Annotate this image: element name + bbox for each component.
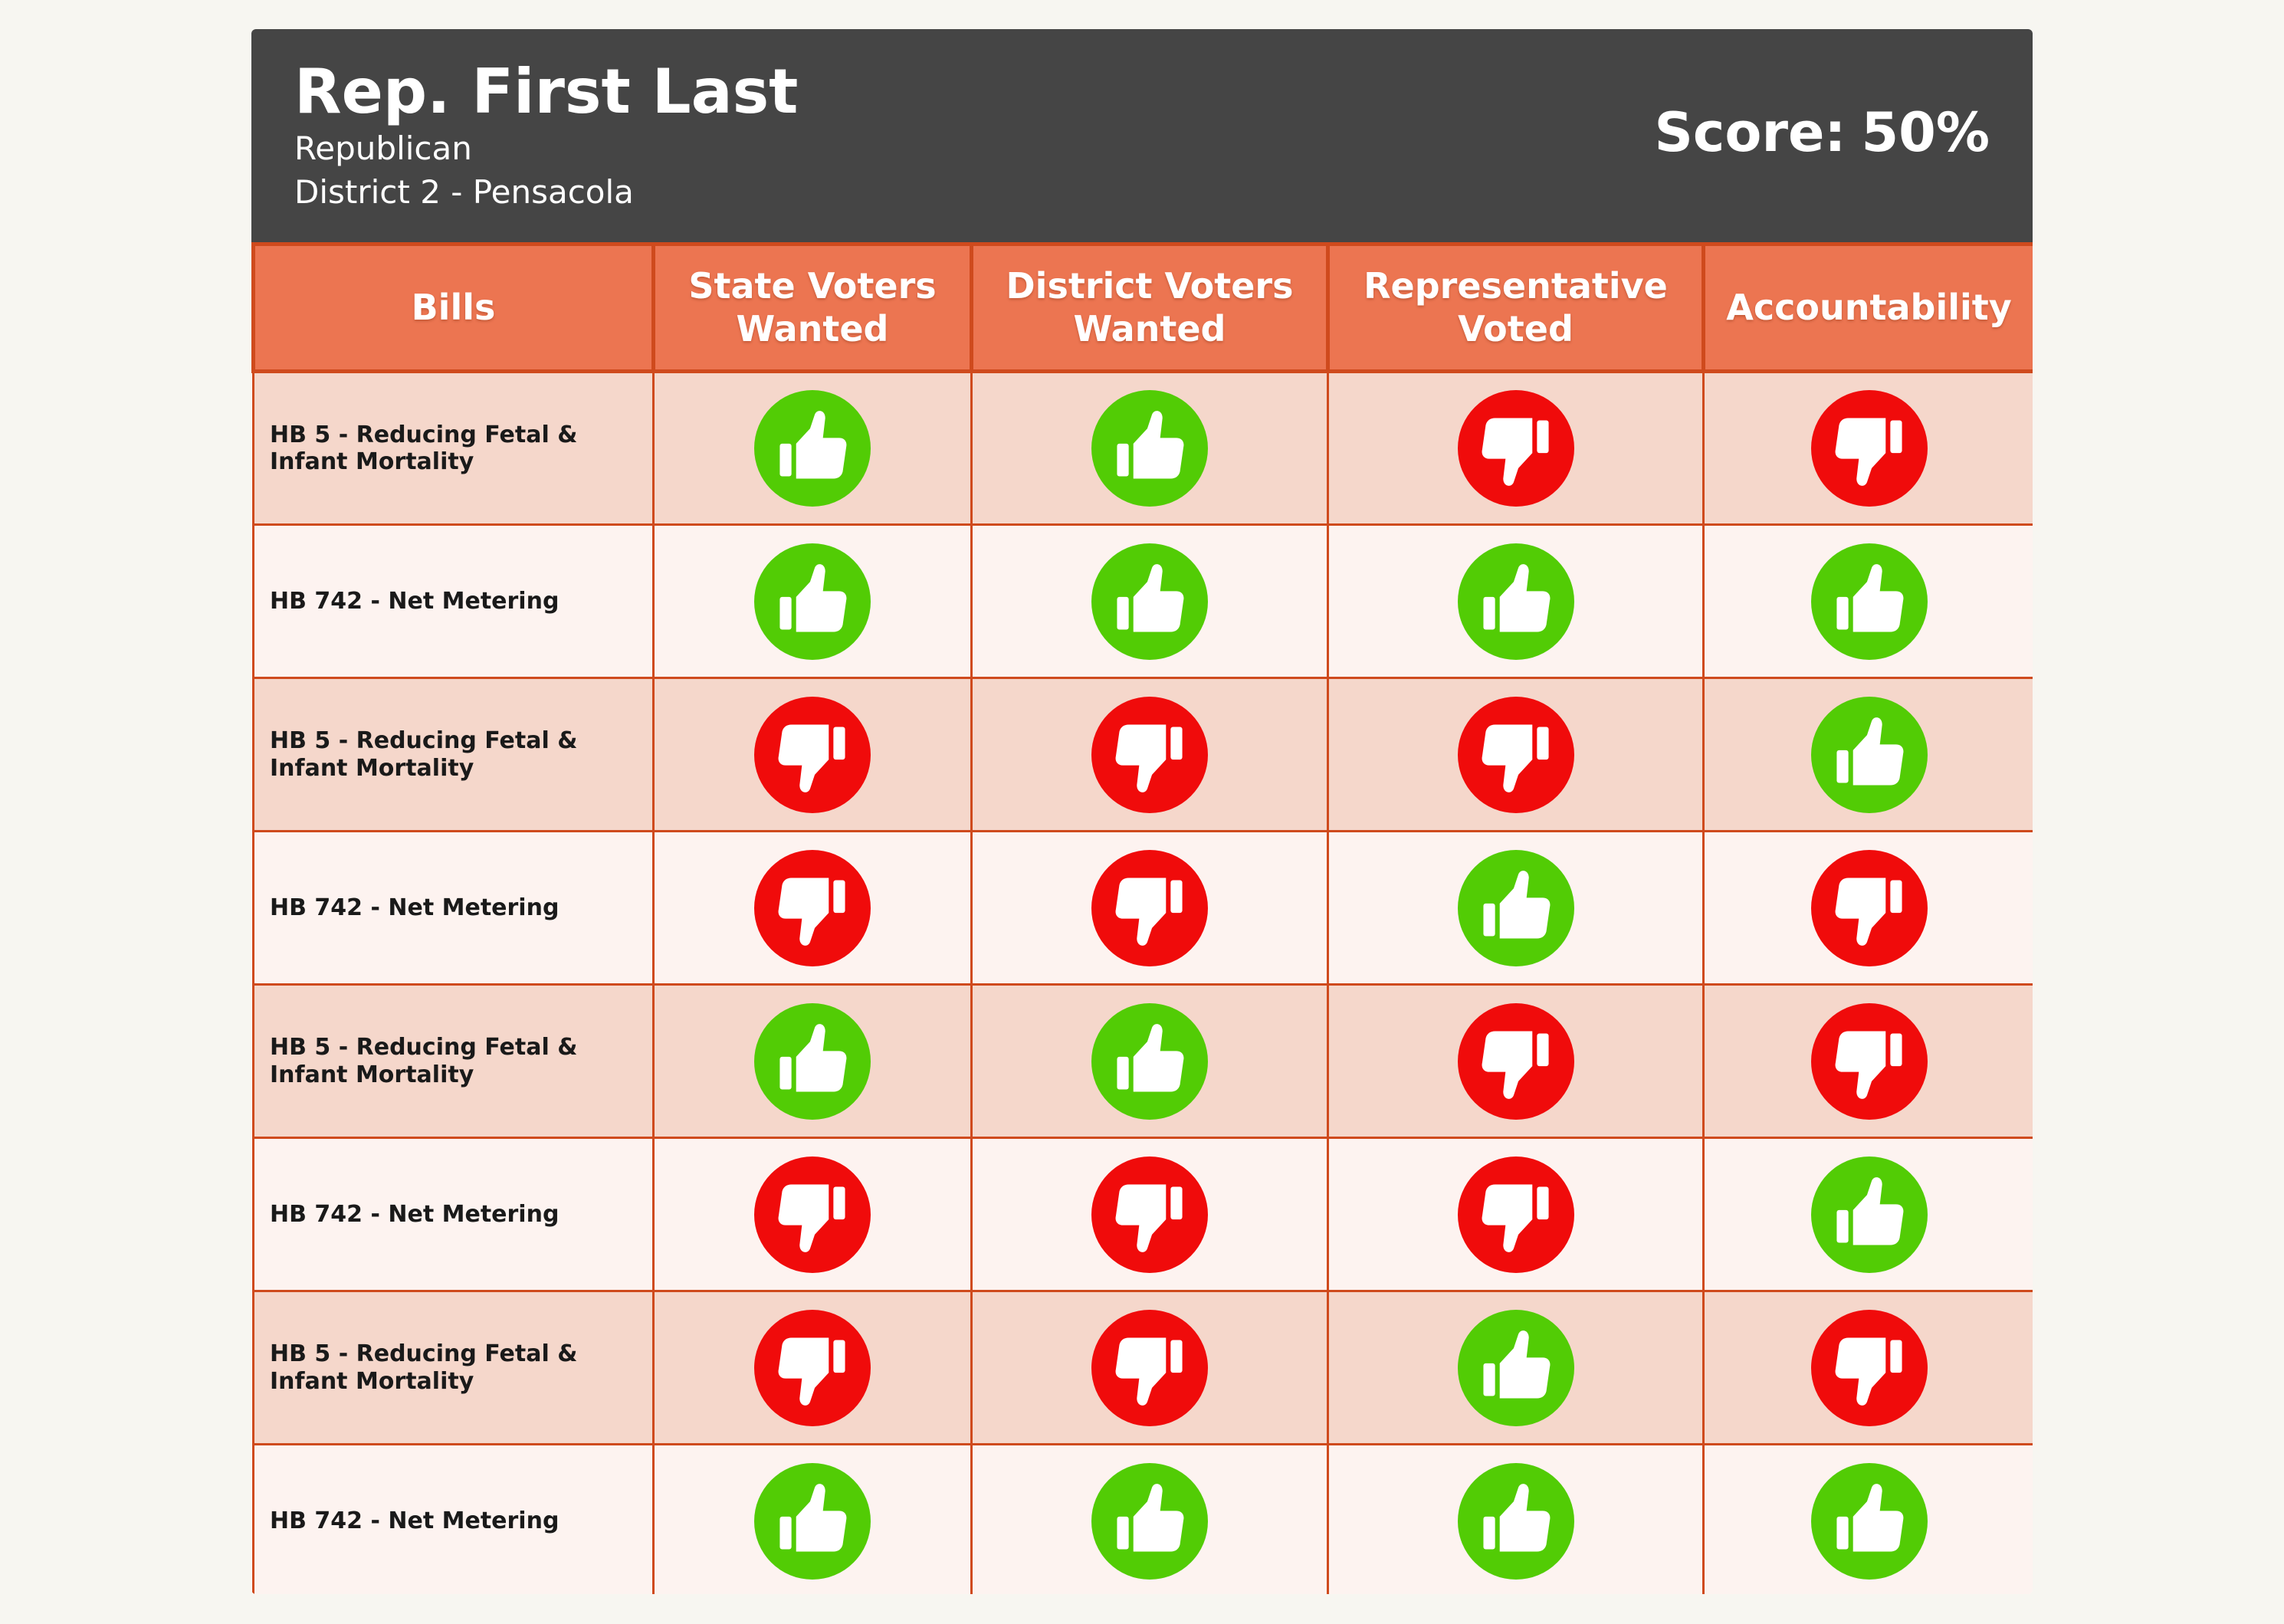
thumbs-down-icon — [1810, 390, 1928, 507]
district-voters-cell — [970, 1290, 1329, 1445]
column-header-row: Bills State Voters Wanted District Voter… — [251, 242, 2033, 373]
representative-voted-cell — [1327, 1290, 1705, 1445]
thumbs-up-icon — [1457, 543, 1574, 660]
bill-name: HB 5 - Reducing Fetal & Infant Mortality — [252, 370, 655, 526]
table-row: HB 5 - Reducing Fetal & Infant Mortality — [252, 983, 2033, 1139]
thumbs-down-icon — [754, 1156, 871, 1273]
accountability-cell — [1702, 983, 2033, 1139]
state-voters-cell — [652, 1290, 973, 1445]
district-voters-cell — [970, 677, 1329, 832]
column-header-bills: Bills — [251, 242, 655, 373]
scorecard: Rep. First Last Republican District 2 - … — [251, 29, 2033, 1594]
table-row: HB 742 - Net Metering — [252, 1137, 2033, 1292]
column-header-state-voters: State Voters Wanted — [651, 242, 973, 373]
bill-name: HB 5 - Reducing Fetal & Infant Mortality — [252, 1290, 655, 1445]
thumbs-up-icon — [754, 390, 871, 507]
thumbs-up-icon — [1091, 1462, 1208, 1580]
thumbs-up-icon — [754, 1002, 871, 1120]
district-voters-cell — [970, 523, 1329, 679]
thumbs-up-icon — [754, 1462, 871, 1580]
thumbs-down-icon — [754, 849, 871, 966]
state-voters-cell — [652, 370, 973, 526]
state-voters-cell — [652, 523, 973, 679]
accountability-cell — [1702, 1443, 2033, 1594]
thumbs-down-icon — [1810, 1309, 1928, 1426]
thumbs-down-icon — [1810, 849, 1928, 966]
state-voters-cell — [652, 677, 973, 832]
accountability-cell — [1702, 1137, 2033, 1292]
bill-name: HB 5 - Reducing Fetal & Infant Mortality — [252, 677, 655, 832]
bill-name: HB 742 - Net Metering — [252, 1137, 655, 1292]
representative-voted-cell — [1327, 1137, 1705, 1292]
accountability-cell — [1702, 370, 2033, 526]
accountability-cell — [1702, 523, 2033, 679]
district-voters-cell — [970, 830, 1329, 986]
bill-name: HB 742 - Net Metering — [252, 830, 655, 986]
table-row: HB 742 - Net Metering — [252, 1443, 2033, 1594]
representative-voted-cell — [1327, 830, 1705, 986]
thumbs-down-icon — [754, 696, 871, 813]
thumbs-up-icon — [1457, 1462, 1574, 1580]
accountability-cell — [1702, 1290, 2033, 1445]
thumbs-down-icon — [1810, 1002, 1928, 1120]
score-value: 50% — [1861, 101, 1990, 164]
thumbs-up-icon — [1457, 849, 1574, 966]
state-voters-cell — [652, 830, 973, 986]
thumbs-down-icon — [1457, 696, 1574, 813]
state-voters-cell — [652, 1443, 973, 1594]
thumbs-up-icon — [1091, 543, 1208, 660]
district-voters-cell — [970, 1443, 1329, 1594]
votes-table: Bills State Voters Wanted District Voter… — [251, 242, 2033, 1594]
thumbs-down-icon — [1091, 1156, 1208, 1273]
thumbs-up-icon — [1810, 543, 1928, 660]
bill-name: HB 742 - Net Metering — [252, 1443, 655, 1594]
district-voters-cell — [970, 370, 1329, 526]
scorecard-header: Rep. First Last Republican District 2 - … — [251, 29, 2033, 242]
table-body: HB 5 - Reducing Fetal & Infant Mortality… — [252, 370, 2033, 1594]
thumbs-down-icon — [1091, 1309, 1208, 1426]
table-row: HB 5 - Reducing Fetal & Infant Mortality — [252, 370, 2033, 526]
representative-voted-cell — [1327, 523, 1705, 679]
bill-name: HB 5 - Reducing Fetal & Infant Mortality — [252, 983, 655, 1139]
thumbs-down-icon — [1091, 849, 1208, 966]
representative-voted-cell — [1327, 677, 1705, 832]
thumbs-down-icon — [1091, 696, 1208, 813]
thumbs-down-icon — [754, 1309, 871, 1426]
table-row: HB 742 - Net Metering — [252, 523, 2033, 679]
accountability-cell — [1702, 830, 2033, 986]
district-voters-cell — [970, 983, 1329, 1139]
bill-name: HB 742 - Net Metering — [252, 523, 655, 679]
accountability-cell — [1702, 677, 2033, 832]
thumbs-up-icon — [1457, 1309, 1574, 1426]
representative-voted-cell — [1327, 983, 1705, 1139]
district-label: District 2 - Pensacola — [294, 173, 634, 211]
thumbs-up-icon — [1810, 1156, 1928, 1273]
district-voters-cell — [970, 1137, 1329, 1292]
thumbs-down-icon — [1457, 390, 1574, 507]
thumbs-down-icon — [1457, 1156, 1574, 1273]
representative-voted-cell — [1327, 370, 1705, 526]
thumbs-up-icon — [1810, 696, 1928, 813]
thumbs-up-icon — [1091, 390, 1208, 507]
table-row: HB 742 - Net Metering — [252, 830, 2033, 986]
table-row: HB 5 - Reducing Fetal & Infant Mortality — [252, 677, 2033, 832]
state-voters-cell — [652, 983, 973, 1139]
thumbs-up-icon — [754, 543, 871, 660]
column-header-accountability: Accountability — [1702, 242, 2033, 373]
thumbs-up-icon — [1810, 1462, 1928, 1580]
state-voters-cell — [652, 1137, 973, 1292]
score: Score: 50% — [1654, 106, 1990, 159]
representative-voted-cell — [1327, 1443, 1705, 1594]
thumbs-down-icon — [1457, 1002, 1574, 1120]
representative-name: Rep. First Last — [294, 56, 799, 127]
column-header-representative-voted: Representative Voted — [1326, 242, 1705, 373]
table-row: HB 5 - Reducing Fetal & Infant Mortality — [252, 1290, 2033, 1445]
party-label: Republican — [294, 130, 472, 167]
thumbs-up-icon — [1091, 1002, 1208, 1120]
score-label: Score: — [1654, 101, 1846, 164]
column-header-district-voters: District Voters Wanted — [970, 242, 1330, 373]
